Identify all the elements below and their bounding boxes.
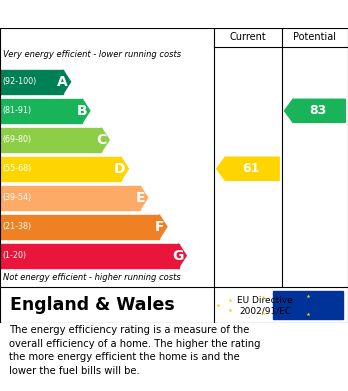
Bar [0, 128, 102, 152]
Text: Very energy efficient - lower running costs: Very energy efficient - lower running co… [3, 50, 182, 59]
Text: (55-68): (55-68) [3, 164, 32, 173]
Polygon shape [159, 215, 167, 239]
Polygon shape [179, 244, 186, 267]
Bar [0, 244, 179, 267]
Bar [0, 215, 159, 239]
Text: (21-38): (21-38) [3, 222, 32, 231]
Polygon shape [102, 128, 109, 152]
Polygon shape [285, 99, 345, 122]
Text: E: E [135, 191, 145, 205]
Text: Energy Efficiency Rating: Energy Efficiency Rating [9, 7, 230, 22]
Text: 83: 83 [309, 104, 326, 117]
Text: C: C [96, 133, 106, 147]
Bar [0, 99, 82, 123]
Text: A: A [57, 75, 68, 89]
Text: B: B [77, 104, 87, 118]
Polygon shape [121, 157, 128, 181]
Bar [0, 186, 140, 210]
Text: England & Wales: England & Wales [10, 296, 175, 314]
Text: G: G [172, 249, 183, 263]
Text: (69-80): (69-80) [3, 135, 32, 144]
Polygon shape [140, 186, 148, 210]
Polygon shape [217, 157, 279, 180]
Text: The energy efficiency rating is a measure of the
overall efficiency of a home. T: The energy efficiency rating is a measur… [9, 325, 260, 376]
Text: D: D [114, 162, 126, 176]
Text: EU Directive: EU Directive [237, 296, 293, 305]
Bar [0, 70, 63, 94]
Text: 61: 61 [242, 162, 259, 175]
Polygon shape [82, 99, 90, 123]
Text: (1-20): (1-20) [3, 251, 27, 260]
Text: (92-100): (92-100) [3, 77, 37, 86]
Text: Current: Current [230, 32, 266, 42]
Polygon shape [63, 70, 71, 94]
Bar [273, 291, 343, 319]
Text: 2002/91/EC: 2002/91/EC [239, 307, 291, 316]
Text: Not energy efficient - higher running costs: Not energy efficient - higher running co… [3, 273, 181, 282]
Text: (81-91): (81-91) [3, 106, 32, 115]
Text: (39-54): (39-54) [3, 193, 32, 202]
Bar [0, 157, 121, 181]
Text: F: F [155, 220, 164, 234]
Text: Potential: Potential [293, 32, 337, 42]
